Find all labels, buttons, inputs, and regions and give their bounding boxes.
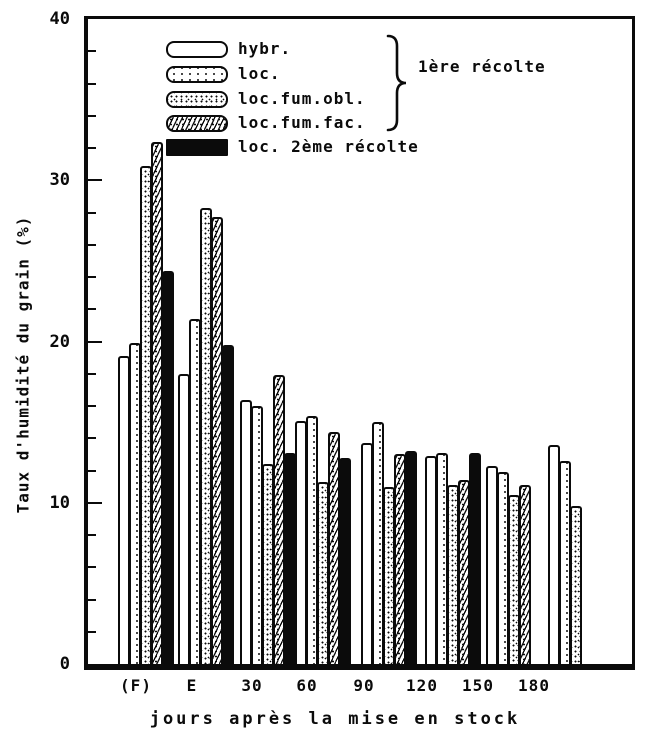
y-minor-tick [88, 308, 96, 311]
y-tick-label: 30 [49, 170, 70, 191]
y-minor-tick [88, 211, 96, 214]
x-tick-label: E [186, 676, 198, 695]
legend-brace-icon [386, 34, 407, 132]
bar-loc-2-me-r-colte-120 [469, 453, 481, 664]
y-minor-tick [88, 276, 96, 278]
bar-loc-fum-fac-150 [519, 485, 531, 664]
y-minor-tick [88, 630, 96, 633]
legend-label: loc.fum.obl. [238, 89, 366, 108]
y-minor-tick [88, 50, 96, 53]
bar-loc-2-me-r-colte-F [162, 271, 174, 664]
bar-loc-2-me-r-colte-E [222, 345, 234, 664]
y-tick-label: 0 [59, 654, 70, 674]
y-minor-tick [88, 147, 96, 149]
legend-swatch-plain [166, 41, 228, 58]
bar-loc-fum-obl-180 [570, 506, 582, 664]
y-minor-tick [88, 534, 96, 536]
bar-loc-2-me-r-colte-60 [339, 458, 351, 664]
y-minor-tick [88, 114, 96, 117]
y-major-tick [88, 501, 102, 504]
y-minor-tick [88, 469, 96, 472]
x-tick-label: 150 [462, 676, 494, 695]
legend-label: loc. [238, 64, 281, 83]
y-tick-label: 10 [49, 492, 70, 513]
x-tick-label: 90 [353, 676, 375, 695]
x-tick-label: 30 [241, 676, 263, 695]
bar-loc-2-me-r-colte-90 [405, 451, 417, 664]
plot-area: 1ère récolte hybr. loc. loc.fum.obl. loc.fu… [84, 16, 635, 670]
y-minor-tick [88, 566, 96, 569]
y-minor-tick [88, 437, 96, 440]
bar-loc-E [189, 319, 201, 664]
x-tick-label: 180 [518, 676, 550, 695]
y-minor-tick [88, 372, 96, 375]
y-minor-tick [88, 598, 96, 601]
legend-group-label: 1ère récolte [418, 57, 546, 76]
legend-label: loc.fum.fac. [238, 113, 366, 132]
y-tick-label: 20 [49, 331, 70, 352]
y-minor-tick [88, 82, 96, 85]
legend-label: loc. 2ème récolte [238, 137, 419, 156]
y-major-tick [88, 179, 102, 182]
x-tick-label: 60 [296, 676, 318, 695]
x-tick-label: (F) [120, 676, 152, 695]
x-tick-label: 120 [406, 676, 438, 695]
legend-swatch-dots-dense [166, 91, 228, 108]
legend-swatch-dots-sparse [166, 66, 228, 83]
y-major-tick [88, 340, 102, 343]
legend-swatch-solid-black [166, 139, 228, 156]
y-tick-label: 40 [49, 9, 70, 29]
y-minor-tick [88, 405, 96, 407]
legend-label: hybr. [238, 39, 292, 58]
legend-swatch-hatch [166, 115, 228, 132]
x-axis-title: jours après la mise en stock [149, 709, 521, 729]
y-minor-tick [88, 243, 96, 246]
